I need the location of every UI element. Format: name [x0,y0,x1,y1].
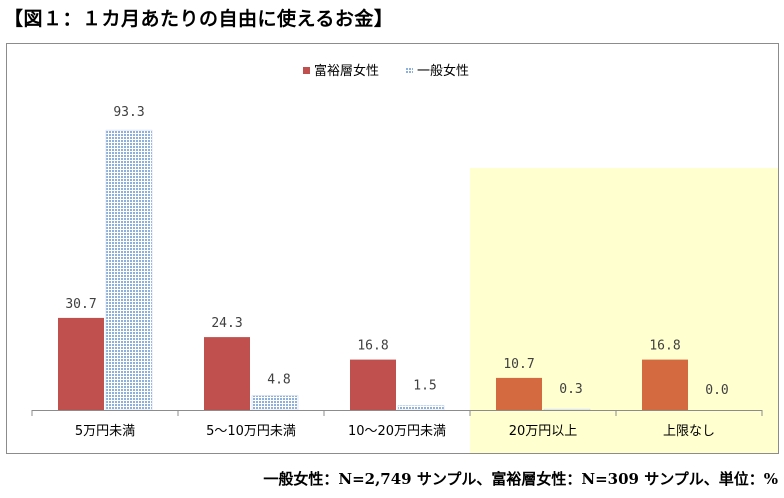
bar-wealthy-1 [204,337,250,410]
bar-wealthy-0 [58,317,104,410]
value-label-general-4: 0.0 [705,383,728,398]
bar-wealthy-3 [496,377,542,410]
category-label-2: 10～20万円未満 [348,424,446,439]
category-label-4: 上限なし [663,424,715,439]
value-label-wealthy-2: 16.8 [357,339,388,354]
value-label-wealthy-1: 24.3 [211,316,242,331]
value-label-general-0: 93.3 [113,105,144,120]
bar-general-0 [105,129,153,411]
legend-label-general: 一般女性 [417,63,469,79]
value-label-wealthy-0: 30.7 [65,297,96,312]
sample-size-footnote: 一般女性：N=2,749 サンプル、富裕層女性：N=309 サンプル、単位：% [263,470,778,488]
category-label-3: 20万円以上 [509,424,578,439]
category-label-1: 5～10万円未満 [206,424,296,439]
bar-wealthy-2 [350,359,396,410]
bar-general-1 [251,395,299,411]
legend-swatch-wealthy [303,67,310,74]
category-label-0: 5万円未満 [75,424,135,439]
legend-label-wealthy: 富裕層女性 [314,63,379,79]
bar-chart: 30.7 93.3 5万円未満 24.3 4.8 5～10万円未満 16.8 1.5 10～20… [31,63,778,453]
legend-swatch-general [406,67,413,74]
chart-title: 【図１：１カ月あたりの自由に使えるお金】 [4,8,394,30]
chart-area: 30.7 93.3 5万円未満 24.3 4.8 5～10万円未満 16.8 1.5 10～20… [6,43,779,454]
value-label-wealthy-4: 16.8 [649,339,680,354]
bar-wealthy-4 [642,359,688,410]
bar-general-2 [397,405,445,411]
value-label-general-2: 1.5 [413,379,436,394]
value-label-general-1: 4.8 [267,373,290,388]
value-label-wealthy-3: 10.7 [503,357,534,372]
value-label-general-3: 0.3 [559,382,582,397]
bar-general-3 [543,408,591,411]
